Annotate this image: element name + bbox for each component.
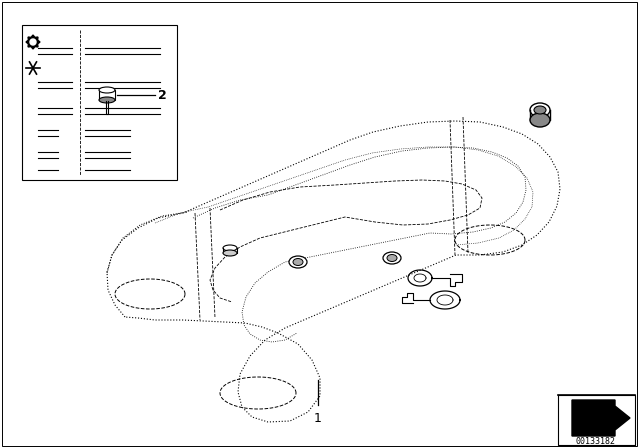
Bar xyxy=(223,243,237,253)
Ellipse shape xyxy=(387,254,397,262)
Ellipse shape xyxy=(293,258,303,266)
Polygon shape xyxy=(30,39,36,45)
Bar xyxy=(99,90,115,100)
Bar xyxy=(530,108,550,120)
Ellipse shape xyxy=(289,256,307,268)
Ellipse shape xyxy=(383,252,401,264)
Ellipse shape xyxy=(223,245,237,251)
Ellipse shape xyxy=(530,113,550,127)
Bar xyxy=(22,25,177,180)
Ellipse shape xyxy=(99,97,115,103)
Polygon shape xyxy=(26,35,40,49)
Text: 1: 1 xyxy=(314,412,322,425)
Ellipse shape xyxy=(99,87,115,93)
Polygon shape xyxy=(572,400,630,436)
Ellipse shape xyxy=(223,250,237,256)
Text: 00133182: 00133182 xyxy=(576,436,616,445)
Ellipse shape xyxy=(530,103,550,117)
Text: 2: 2 xyxy=(158,89,167,102)
Ellipse shape xyxy=(534,106,546,114)
